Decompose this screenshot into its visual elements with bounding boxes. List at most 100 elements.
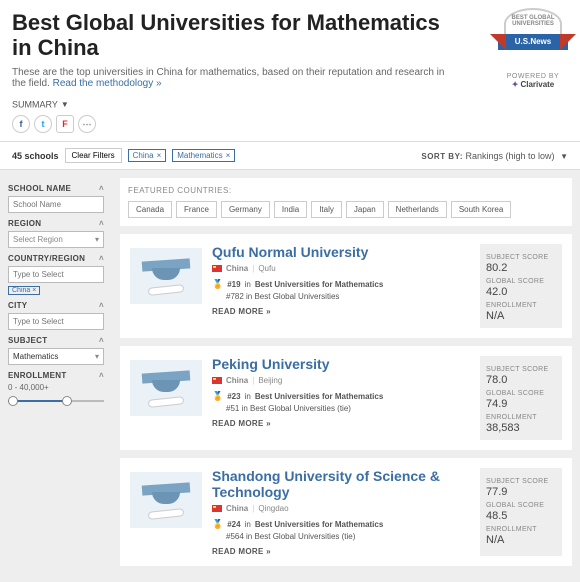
university-card: Shandong University of Science & Technol… — [120, 458, 572, 566]
sort-label: SORT BY: — [421, 152, 463, 161]
school-name-label[interactable]: SCHOOL NAME˄ — [8, 184, 104, 193]
featured-country[interactable]: South Korea — [451, 201, 511, 218]
chevron-up-icon: ˄ — [99, 301, 104, 310]
flipboard-icon[interactable]: F — [56, 115, 74, 133]
page-subtitle: These are the top universities in China … — [12, 67, 568, 89]
enrollment-stat-label: ENROLLMENT — [486, 414, 556, 421]
chevron-up-icon: ˄ — [99, 219, 104, 228]
university-name-link[interactable]: Peking University — [212, 356, 470, 372]
subject-score-label: SUBJECT SCORE — [486, 366, 556, 373]
enrollment-stat-label: ENROLLMENT — [486, 302, 556, 309]
featured-countries: FEATURED COUNTRIES: CanadaFranceGermanyI… — [120, 178, 572, 226]
university-location: China|Beijing — [212, 376, 470, 385]
filter-tag-mathematics[interactable]: Mathematics× — [172, 149, 235, 162]
enrollment-slider[interactable] — [8, 396, 104, 406]
country-input[interactable] — [8, 266, 104, 283]
country-label[interactable]: COUNTRY/REGION˄ — [8, 254, 104, 263]
university-name-link[interactable]: Qufu Normal University — [212, 244, 470, 260]
subject-score-label: SUBJECT SCORE — [486, 254, 556, 261]
enrollment-range: 0 - 40,000+ — [8, 383, 104, 392]
subject-label[interactable]: SUBJECT˄ — [8, 336, 104, 345]
subject-score-label: SUBJECT SCORE — [486, 478, 556, 485]
twitter-icon[interactable]: t — [34, 115, 52, 133]
university-card: Qufu Normal University China|Qufu 🏅#19 in … — [120, 234, 572, 338]
medal-icon: 🏅 — [212, 279, 223, 290]
page-header: BEST GLOBAL UNIVERSITIES U.S.News POWERE… — [0, 0, 580, 95]
summary-label: SUMMARY — [12, 99, 58, 109]
sort-value: Rankings (high to low) — [466, 151, 555, 161]
featured-country[interactable]: Netherlands — [388, 201, 447, 218]
slider-handle-min[interactable] — [8, 396, 18, 406]
powered-by-brand: Clarivate — [498, 80, 568, 89]
chevron-up-icon: ˄ — [99, 254, 104, 263]
badge-banner-text: U.S.News — [498, 34, 568, 50]
methodology-link[interactable]: Read the methodology » — [53, 78, 162, 89]
close-icon[interactable]: × — [226, 151, 231, 160]
rank-secondary: #782 in Best Global Universities — [212, 292, 470, 301]
city-input[interactable] — [8, 313, 104, 330]
summary-toggle[interactable]: SUMMARY▼ — [0, 95, 580, 114]
global-score: 74.9 — [486, 398, 556, 410]
chevron-up-icon: ˄ — [99, 371, 104, 380]
chevron-up-icon: ˄ — [99, 184, 104, 193]
city-label[interactable]: CITY˄ — [8, 301, 104, 310]
featured-country[interactable]: France — [176, 201, 217, 218]
region-label[interactable]: REGION˄ — [8, 219, 104, 228]
university-image — [130, 360, 202, 416]
more-share-icon[interactable]: ⋯ — [78, 115, 96, 133]
subject-score: 80.2 — [486, 262, 556, 274]
global-score-label: GLOBAL SCORE — [486, 390, 556, 397]
enrollment-value: N/A — [486, 310, 556, 322]
main-area: SCHOOL NAME˄ REGION˄ Select Region▾ COUN… — [0, 170, 580, 582]
global-score: 48.5 — [486, 510, 556, 522]
university-name-link[interactable]: Shandong University of Science & Technol… — [212, 468, 470, 500]
slider-handle-max[interactable] — [62, 396, 72, 406]
rank-secondary: #564 in Best Global Universities (tie) — [212, 532, 470, 541]
close-icon[interactable]: × — [157, 151, 162, 160]
university-stats: SUBJECT SCORE77.9GLOBAL SCORE48.5ENROLLM… — [480, 468, 562, 556]
chevron-down-icon: ▼ — [61, 100, 69, 109]
sort-dropdown[interactable]: SORT BY: Rankings (high to low) ▼ — [421, 151, 568, 161]
featured-country[interactable]: Japan — [346, 201, 384, 218]
subject-select[interactable]: Mathematics▾ — [8, 348, 104, 365]
enrollment-label[interactable]: ENROLLMENT˄ — [8, 371, 104, 380]
page-title: Best Global Universities for Mathematics… — [12, 10, 568, 61]
flag-icon — [212, 377, 222, 384]
enrollment-value: N/A — [486, 534, 556, 546]
rank-secondary: #51 in Best Global Universities (tie) — [212, 404, 470, 413]
featured-country[interactable]: Italy — [311, 201, 342, 218]
global-score-label: GLOBAL SCORE — [486, 502, 556, 509]
flag-icon — [212, 505, 222, 512]
featured-label: FEATURED COUNTRIES: — [128, 186, 564, 195]
results-content: FEATURED COUNTRIES: CanadaFranceGermanyI… — [112, 170, 580, 582]
enrollment-stat-label: ENROLLMENT — [486, 526, 556, 533]
clear-filters-button[interactable]: Clear Filters — [65, 148, 122, 163]
read-more-link[interactable]: READ MORE » — [212, 419, 470, 428]
region-select[interactable]: Select Region▾ — [8, 231, 104, 248]
university-stats: SUBJECT SCORE80.2 GLOBAL SCORE42.0 ENROLLM… — [480, 244, 562, 328]
result-count: 45 schools — [12, 151, 59, 161]
university-image — [130, 472, 202, 528]
subject-score: 78.0 — [486, 374, 556, 386]
flag-icon — [212, 265, 222, 272]
global-score: 42.0 — [486, 286, 556, 298]
featured-country[interactable]: Germany — [221, 201, 270, 218]
rank-primary: 🏅#19 in Best Universities for Mathematic… — [212, 279, 470, 290]
featured-country[interactable]: India — [274, 201, 307, 218]
featured-country[interactable]: Canada — [128, 201, 172, 218]
university-location: China|Qingdao — [212, 504, 470, 513]
read-more-link[interactable]: READ MORE » — [212, 307, 470, 316]
school-name-input[interactable] — [8, 196, 104, 213]
filter-sidebar: SCHOOL NAME˄ REGION˄ Select Region▾ COUN… — [0, 170, 112, 582]
chevron-down-icon: ▾ — [95, 352, 99, 361]
enrollment-value: 38,583 — [486, 422, 556, 434]
read-more-link[interactable]: READ MORE » — [212, 547, 470, 556]
filter-tag-china[interactable]: China× — [128, 149, 167, 162]
university-location: China|Qufu — [212, 264, 470, 273]
university-card: Peking University China|Beijing 🏅#23 in Be… — [120, 346, 572, 450]
global-score-label: GLOBAL SCORE — [486, 278, 556, 285]
filter-bar: 45 schools Clear Filters China× Mathemat… — [0, 141, 580, 170]
country-tag-china[interactable]: China × — [8, 286, 40, 295]
facebook-icon[interactable]: f — [12, 115, 30, 133]
rank-primary: 🏅#23 in Best Universities for Mathematic… — [212, 391, 470, 402]
